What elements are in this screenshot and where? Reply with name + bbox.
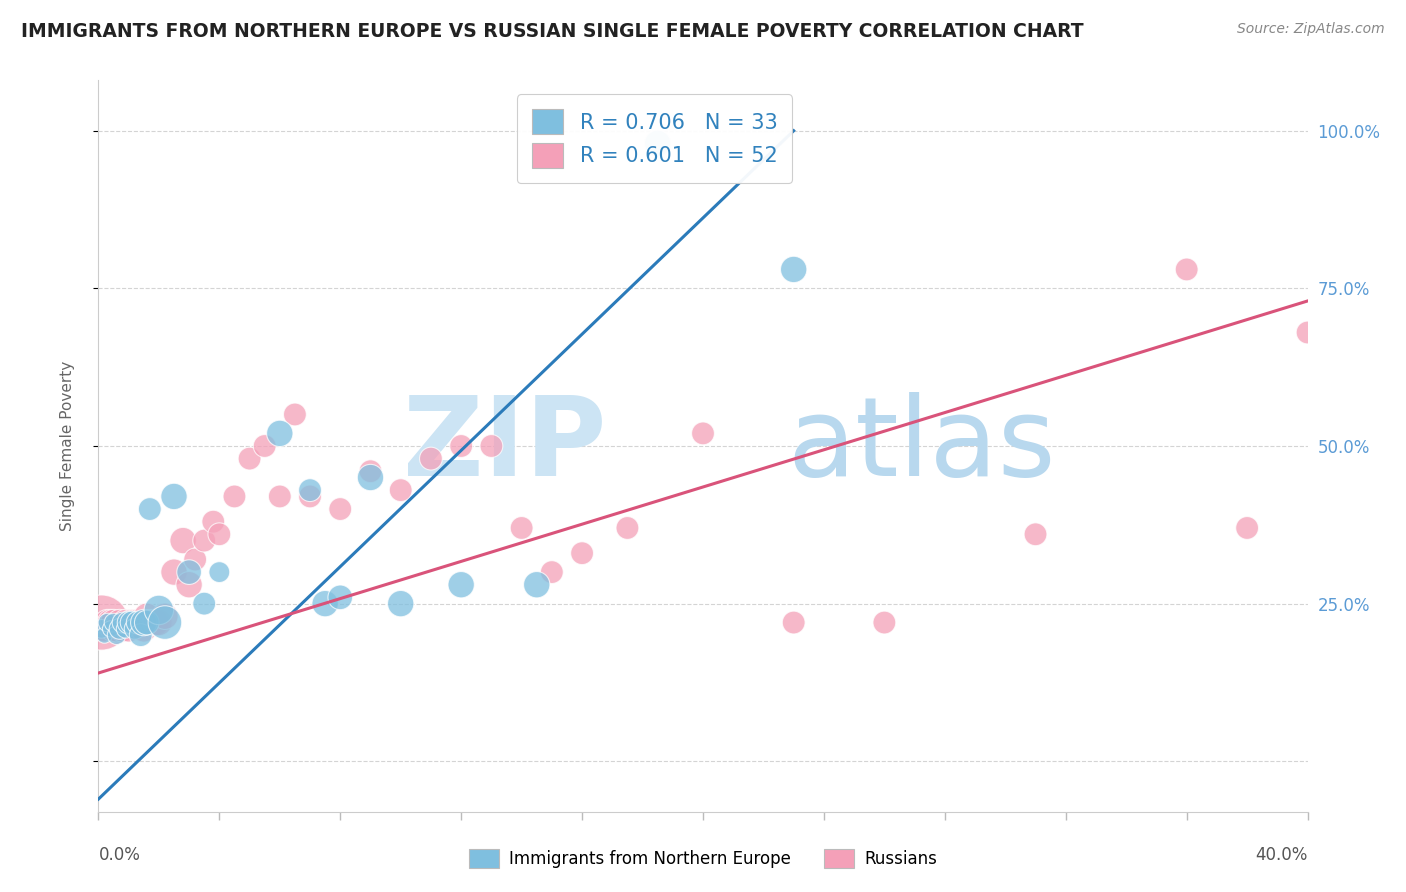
Point [540, 565, 562, 579]
Point [1024, 527, 1046, 541]
Point [360, 470, 382, 484]
Point [153, 615, 176, 630]
Point [148, 603, 170, 617]
Point [389, 483, 412, 497]
Point [129, 615, 152, 630]
Point [93, 622, 115, 636]
Point [1296, 326, 1319, 340]
Point [269, 490, 291, 504]
Point [103, 615, 125, 630]
Point [118, 622, 141, 636]
Point [1175, 262, 1198, 277]
Point [253, 439, 276, 453]
Point [163, 490, 186, 504]
Point [135, 609, 157, 624]
Point [172, 533, 194, 548]
Point [127, 615, 149, 630]
Text: Source: ZipAtlas.com: Source: ZipAtlas.com [1237, 22, 1385, 37]
Point [616, 521, 638, 535]
Text: ZIP: ZIP [404, 392, 606, 500]
Point [132, 622, 155, 636]
Text: IMMIGRANTS FROM NORTHERN EUROPE VS RUSSIAN SINGLE FEMALE POVERTY CORRELATION CHA: IMMIGRANTS FROM NORTHERN EUROPE VS RUSSI… [21, 22, 1084, 41]
Point [873, 615, 896, 630]
Point [142, 615, 165, 630]
Point [114, 615, 136, 630]
Point [90, 622, 112, 636]
Point [420, 451, 443, 466]
Point [139, 502, 162, 516]
Point [100, 615, 122, 630]
Point [135, 615, 157, 630]
Point [108, 622, 131, 636]
Point [193, 533, 215, 548]
Point [526, 578, 548, 592]
Point [481, 439, 503, 453]
Point [208, 565, 231, 579]
Point [127, 615, 149, 630]
Point [100, 622, 122, 636]
Point [299, 490, 322, 504]
Point [139, 615, 162, 630]
Point [360, 464, 382, 478]
Point [132, 615, 155, 630]
Text: atlas: atlas [787, 392, 1056, 500]
Point [1236, 521, 1258, 535]
Point [96, 615, 118, 630]
Point [193, 597, 215, 611]
Point [129, 628, 152, 642]
Point [224, 490, 246, 504]
Text: 40.0%: 40.0% [1256, 847, 1308, 864]
Point [108, 615, 131, 630]
Point [450, 439, 472, 453]
Point [121, 615, 143, 630]
Point [299, 483, 322, 497]
Point [510, 521, 533, 535]
Legend: Immigrants from Northern Europe, Russians: Immigrants from Northern Europe, Russian… [463, 842, 943, 875]
Point [389, 597, 412, 611]
Point [90, 615, 112, 630]
Point [103, 615, 125, 630]
Point [450, 578, 472, 592]
Point [96, 615, 118, 630]
Point [179, 578, 201, 592]
Point [121, 615, 143, 630]
Point [93, 628, 115, 642]
Point [111, 615, 134, 630]
Point [179, 565, 201, 579]
Point [105, 622, 128, 636]
Point [105, 628, 128, 642]
Point [284, 408, 307, 422]
Point [329, 591, 352, 605]
Point [202, 515, 225, 529]
Point [145, 615, 167, 630]
Legend: R = 0.706   N = 33, R = 0.601   N = 52: R = 0.706 N = 33, R = 0.601 N = 52 [517, 95, 792, 183]
Point [118, 615, 141, 630]
Point [124, 615, 146, 630]
Point [647, 136, 669, 151]
Point [208, 527, 231, 541]
Y-axis label: Single Female Poverty: Single Female Poverty [60, 361, 75, 531]
Point [124, 622, 146, 636]
Text: 0.0%: 0.0% [98, 847, 141, 864]
Point [269, 426, 291, 441]
Point [184, 552, 207, 566]
Point [314, 597, 336, 611]
Point [783, 262, 806, 277]
Point [783, 615, 806, 630]
Point [111, 622, 134, 636]
Point [692, 426, 714, 441]
Point [153, 609, 176, 624]
Point [329, 502, 352, 516]
Point [148, 615, 170, 630]
Point [571, 546, 593, 560]
Point [114, 622, 136, 636]
Point [163, 565, 186, 579]
Point [103, 622, 125, 636]
Point [239, 451, 262, 466]
